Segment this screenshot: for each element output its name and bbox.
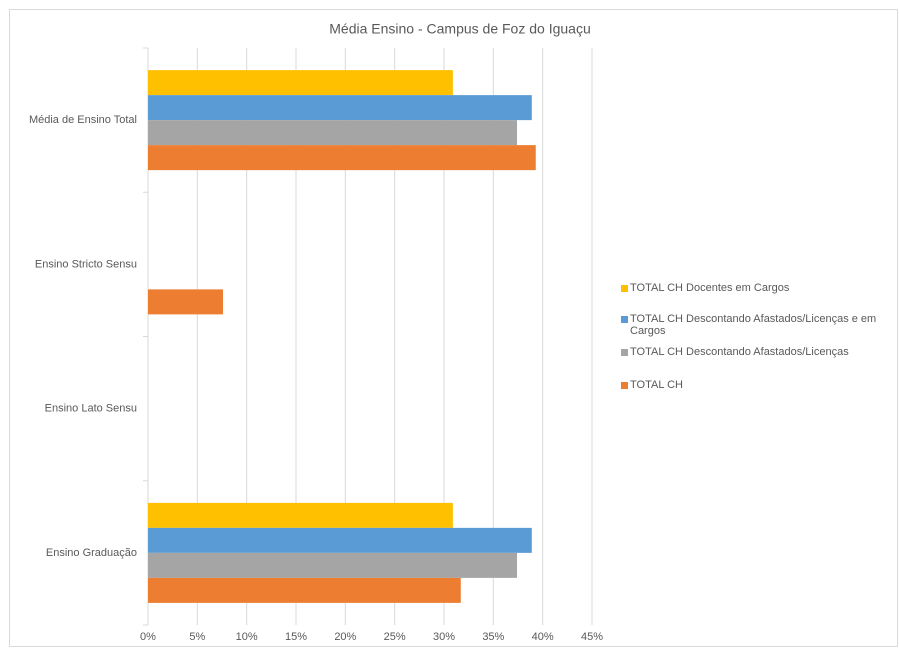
bar bbox=[148, 70, 453, 96]
legend-swatch bbox=[621, 349, 628, 356]
bar bbox=[148, 502, 453, 528]
x-tick-label: 15% bbox=[285, 631, 307, 643]
bar bbox=[148, 289, 223, 315]
bar bbox=[148, 145, 536, 171]
x-tick-label: 20% bbox=[334, 631, 356, 643]
legend-item: TOTAL CH Descontando Afastados/Licenças bbox=[621, 346, 849, 358]
x-tick-label: 10% bbox=[236, 631, 258, 643]
bar bbox=[148, 552, 518, 578]
y-tick-label: Ensino Lato Sensu bbox=[45, 403, 137, 415]
legend-item: TOTAL CH bbox=[621, 379, 683, 391]
y-tick-label: Média de Ensino Total bbox=[29, 114, 137, 126]
legend-label: TOTAL CH bbox=[630, 379, 683, 391]
chart-title: Média Ensino - Campus de Foz do Iguaçu bbox=[329, 21, 590, 37]
legend-swatch bbox=[621, 285, 628, 292]
bar bbox=[148, 95, 532, 121]
x-tick-label: 45% bbox=[581, 631, 603, 643]
x-tick-label: 35% bbox=[482, 631, 504, 643]
x-tick-label: 0% bbox=[140, 631, 156, 643]
bar bbox=[148, 120, 518, 146]
x-tick-label: 30% bbox=[433, 631, 455, 643]
bar bbox=[148, 527, 532, 553]
bar bbox=[148, 577, 461, 603]
legend-item: TOTAL CH Descontando Afastados/Licenças … bbox=[621, 313, 893, 337]
x-tick-label: 5% bbox=[189, 631, 205, 643]
x-tick-label: 25% bbox=[384, 631, 406, 643]
legend-label: TOTAL CH Docentes em Cargos bbox=[630, 282, 790, 294]
legend-label: TOTAL CH Descontando Afastados/Licenças … bbox=[630, 313, 877, 337]
x-tick-label: 40% bbox=[532, 631, 554, 643]
y-tick-label: Ensino Graduação bbox=[46, 547, 137, 559]
legend-label: TOTAL CH Descontando Afastados/Licenças bbox=[630, 346, 849, 358]
legend-swatch bbox=[621, 316, 628, 323]
legend-swatch bbox=[621, 382, 628, 389]
legend-item: TOTAL CH Docentes em Cargos bbox=[621, 282, 789, 294]
y-tick-label: Ensino Stricto Sensu bbox=[35, 258, 137, 270]
